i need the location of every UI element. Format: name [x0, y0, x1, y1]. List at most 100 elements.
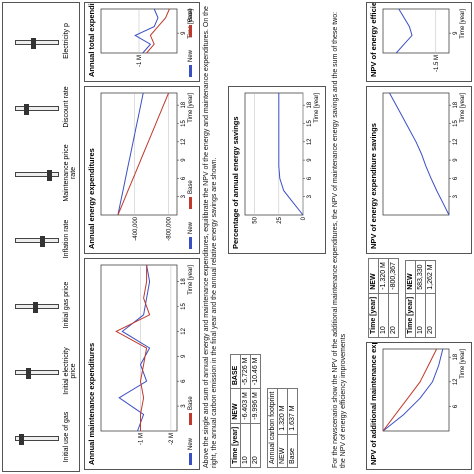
legend-label: New: [188, 437, 194, 450]
x-tick-label: 3: [453, 194, 459, 198]
legend-swatch: [189, 65, 192, 77]
table-cell: -6.403 M: [240, 388, 251, 424]
y-tick-label: -2 M: [169, 433, 175, 445]
table-cell: 583,330: [415, 260, 426, 294]
x-tick-label: 15: [181, 303, 187, 310]
x-tick-label: 6: [453, 176, 459, 180]
table: Time [year] NEW BASE 10 -6.403 M -5.726 M 20 -9…: [230, 354, 261, 468]
table-cell: 1.320 M: [277, 388, 288, 435]
table-header: Time [year]: [230, 423, 241, 468]
legend-label: Base: [188, 180, 194, 194]
table-title: Annual carbon footprint: [267, 388, 278, 468]
y-tick-label: -800,000: [167, 216, 173, 240]
chart: NPV of additional maintenance expenditur…: [369, 342, 466, 465]
x-tick-label: 18: [181, 101, 187, 108]
x-tick-label: 3: [181, 194, 187, 198]
x-tick-label: 18: [307, 101, 313, 108]
slider-control: Initial use of gas: [9, 407, 79, 467]
slider-knob[interactable]: [24, 104, 29, 115]
slider-track[interactable]: [15, 106, 59, 111]
table-cell: -800,367: [388, 258, 399, 294]
x-tick-label: 6: [181, 176, 187, 180]
plot-area: [382, 348, 450, 432]
x-tick-label: 3: [307, 194, 313, 198]
slider-knob[interactable]: [31, 38, 36, 49]
x-tick-label: 12: [181, 327, 187, 334]
slider-control: Electricity p: [9, 11, 79, 71]
x-axis-label: Time [year]: [188, 265, 194, 295]
slider-track[interactable]: [15, 370, 59, 375]
series-line: [117, 92, 144, 216]
table-header: NEW: [405, 260, 416, 294]
legend-label: New: [188, 221, 194, 234]
x-tick-label: 15: [181, 120, 187, 127]
table-cell: NEW: [277, 434, 288, 468]
x-axis-label: Time [year]: [460, 9, 466, 39]
legend-swatch: [189, 237, 192, 249]
note: Above the single and sum of annual energ…: [203, 6, 218, 468]
slider-track[interactable]: [15, 238, 59, 243]
x-tick-label: 12: [307, 138, 313, 145]
slider-track[interactable]: [15, 172, 59, 177]
x-tick-label: 12: [181, 138, 187, 145]
slider-knob[interactable]: [33, 302, 38, 313]
x-tick-label: 9: [181, 354, 187, 358]
table-row: Base 1.637 M: [287, 388, 298, 468]
table-cell: 1,262 M: [425, 260, 436, 294]
series-line: [382, 348, 444, 432]
chart-panel: Annual energy expenditures -800,000 -400,0…: [84, 86, 200, 254]
x-tick-label: 12: [453, 378, 459, 385]
table-cell: 10: [415, 293, 426, 338]
table-cell: 10: [378, 293, 389, 338]
series-line: [118, 264, 151, 432]
slider-label: Discount rate: [63, 86, 70, 128]
x-axis-label: Time [year]: [188, 93, 194, 123]
y-tick-label: 25: [277, 216, 283, 223]
plot-area: [100, 92, 178, 216]
y-tick-label: 50: [253, 216, 259, 223]
series-line: [146, 8, 170, 54]
x-tick-label: 6: [453, 404, 459, 408]
slider-knob[interactable]: [26, 368, 31, 379]
table-row: 20 -9.996 M -10.46 M: [250, 354, 261, 468]
x-axis-label: Time [year]: [460, 93, 466, 123]
x-axis-label: Time [year]: [460, 349, 466, 379]
table-header: NEW: [230, 388, 241, 424]
table-row: Time [year] NEW BASE: [230, 354, 241, 468]
y-tick-label: -400,000: [133, 216, 139, 240]
x-axis-label: Time [year]: [188, 9, 194, 39]
chart-panel: NPV of energy expenditure savings 3 6 9 12 15…: [366, 86, 472, 254]
series-line: [278, 93, 304, 216]
chart: Annual energy expenditures -800,000 -400,0…: [87, 92, 194, 249]
x-tick-label: 15: [453, 120, 459, 127]
controls-panel: Initial use of gas Initial electricity pr…: [2, 2, 80, 472]
table-cell: -9.996 M: [250, 388, 261, 424]
legend-label: New: [188, 49, 194, 62]
x-tick-label: 9: [453, 31, 459, 35]
table-cell: 1.637 M: [287, 388, 298, 435]
slider-track[interactable]: [15, 40, 59, 45]
legend-swatch: [189, 25, 192, 37]
chart: NPV of energy expenditure savings 3 6 9 12 15…: [369, 92, 466, 249]
legend-label: Base: [188, 8, 194, 22]
x-tick-label: 6: [181, 379, 187, 383]
chart-panel: NPV of additional maintenance expenditur…: [366, 342, 472, 470]
x-tick-label: 12: [453, 138, 459, 145]
slider-control: Initial electricity price: [9, 341, 79, 401]
slider-label: Initial use of gas: [63, 411, 70, 463]
table-header: Time [year]: [368, 293, 379, 338]
slider-knob[interactable]: [47, 170, 52, 181]
slider-knob[interactable]: [40, 236, 45, 247]
slider-knob[interactable]: [19, 434, 24, 445]
chart-title: NPV of energy efficiency improvements: [369, 3, 378, 77]
chart-title: NPV of additional maintenance expenditur…: [369, 343, 378, 465]
slider-control: Maintenance price rate: [9, 143, 79, 203]
table-cell: -5.726 M: [240, 354, 251, 389]
legend-swatch: [189, 453, 192, 465]
x-tick-label: 9: [181, 158, 187, 162]
table-cell: 20: [388, 293, 399, 338]
legend-label: Base: [188, 396, 194, 410]
table-row: 10 -1.320 M: [378, 258, 389, 338]
